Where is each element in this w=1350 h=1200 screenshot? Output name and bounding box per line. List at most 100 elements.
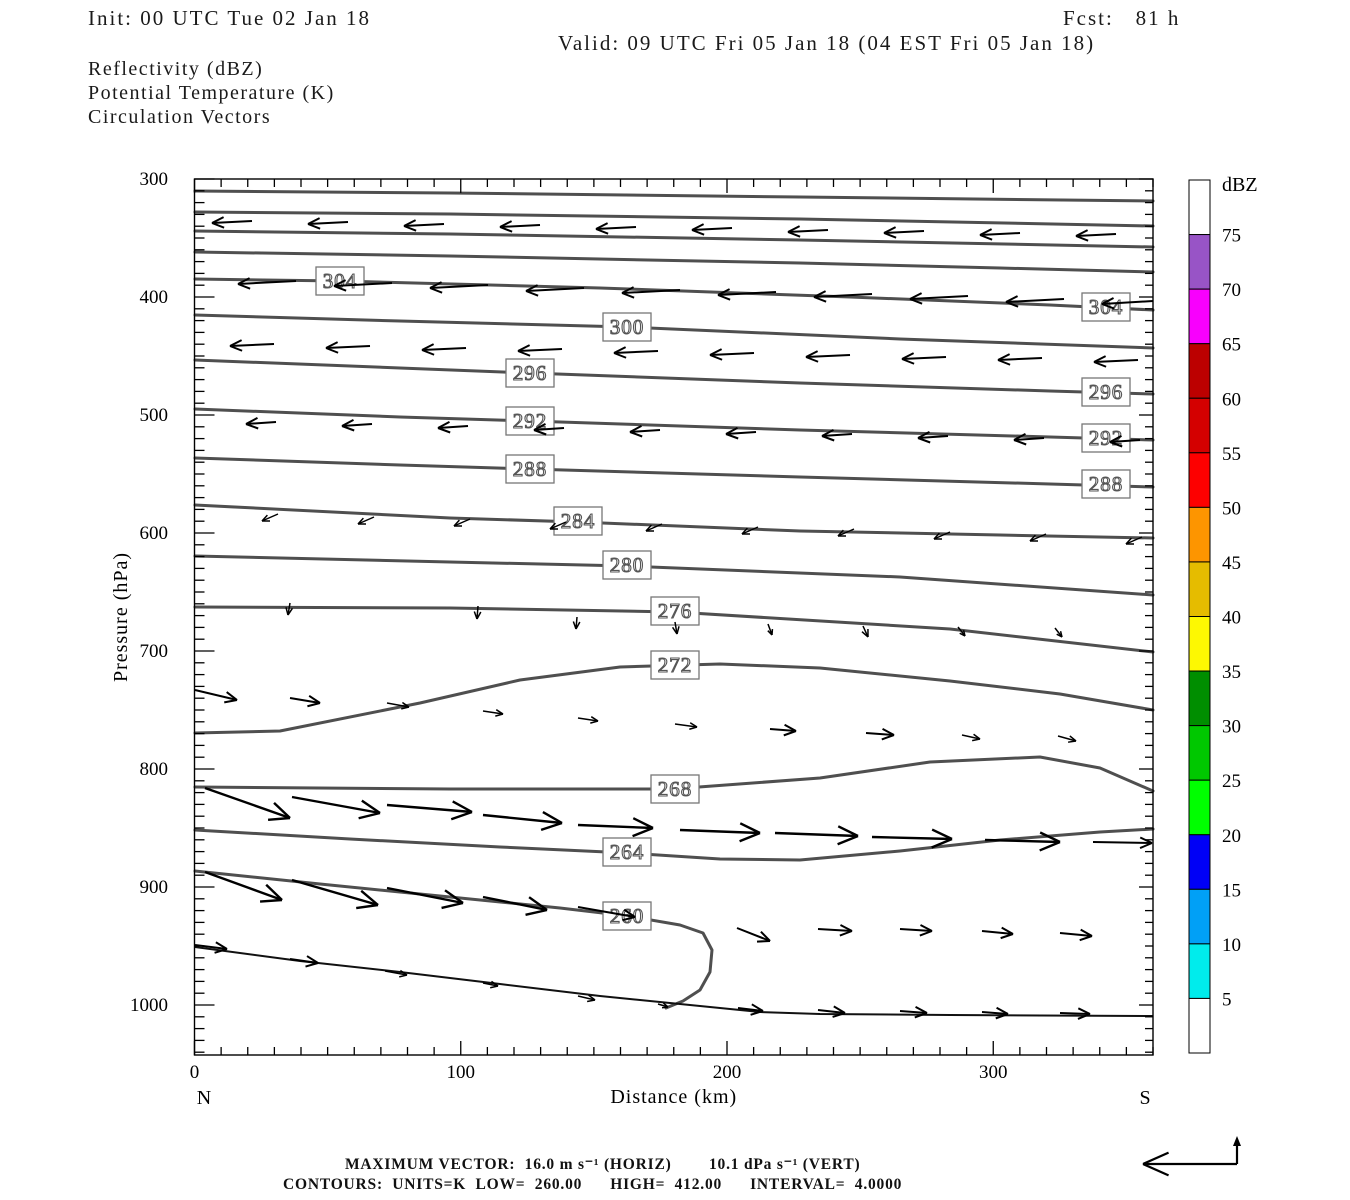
- contour-label-268: 268: [650, 774, 700, 804]
- field-circulation-vectors: Circulation Vectors: [88, 106, 272, 128]
- x-axis-south-label: S: [1139, 1087, 1150, 1109]
- wind-vector: [1054, 627, 1063, 638]
- wind-vector: [861, 625, 869, 638]
- wind-vector: [645, 523, 663, 532]
- wind-vector: [577, 716, 599, 724]
- wind-vector: [736, 927, 771, 943]
- wind-vector: [333, 279, 393, 292]
- wind-vector: [981, 926, 1014, 940]
- wind-vector: [482, 811, 563, 832]
- contour-label-text: 296: [513, 361, 548, 385]
- contour-label-text: 292: [1089, 426, 1124, 450]
- colorbar-segment-15: [1188, 997, 1211, 1054]
- colorbar-segment-3: [1188, 343, 1211, 399]
- wind-vector: [1013, 433, 1045, 446]
- x-tick-label: 300: [979, 1062, 1008, 1083]
- colorbar-label-55: 55: [1222, 444, 1241, 465]
- colorbar-label-50: 50: [1222, 498, 1241, 519]
- valid-time-label: Valid: 09 UTC Fri 05 Jan 18 (04 EST Fri …: [558, 31, 1096, 55]
- wind-vector: [289, 955, 319, 968]
- contour-label-box: [1081, 423, 1131, 453]
- wind-vector: [691, 223, 733, 236]
- wind-vector: [957, 626, 966, 637]
- contour-label-text: 300: [610, 315, 645, 339]
- wind-vector: [933, 531, 951, 540]
- contour-label-280: 280: [602, 550, 652, 580]
- x-axis-title: Distance (km): [610, 1086, 737, 1108]
- y-tick-label: 500: [140, 405, 169, 426]
- contour-label-304: 304: [315, 266, 365, 296]
- wind-vector: [769, 723, 797, 737]
- wind-vector: [883, 226, 925, 239]
- wind-vector: [865, 727, 895, 741]
- colorbar-label-65: 65: [1222, 335, 1241, 356]
- wind-vector: [899, 1005, 928, 1019]
- colorbar-segment-10: [1188, 725, 1211, 781]
- contour-label-box: [553, 506, 603, 536]
- colorbar-title: dBZ: [1222, 174, 1258, 196]
- colorbar-segment-4: [1188, 397, 1211, 454]
- wind-vector: [725, 427, 757, 440]
- wind-vector: [261, 513, 279, 522]
- wind-vector: [482, 895, 548, 916]
- wind-vector: [1092, 836, 1153, 850]
- contour-label-300: 300: [602, 312, 652, 342]
- wind-vector: [577, 994, 596, 1003]
- wind-vector: [517, 344, 563, 357]
- contour-label-text: 280: [610, 553, 645, 577]
- wind-vector: [813, 290, 873, 303]
- theta-contour-264: [193, 827, 1155, 862]
- contour-label-296: 296: [1081, 377, 1131, 407]
- contour-label-box: [650, 774, 700, 804]
- wind-vector: [482, 980, 499, 989]
- contour-label-272: 272: [650, 650, 700, 680]
- wind-vector: [525, 284, 585, 297]
- contour-label-box: [1081, 469, 1131, 499]
- y-tick-label: 300: [140, 169, 169, 190]
- wind-vector: [577, 817, 654, 838]
- wind-vector: [909, 292, 969, 305]
- wind-vector: [595, 222, 637, 235]
- contour-label-box: [1081, 292, 1131, 322]
- wind-vector: [204, 786, 291, 821]
- theta-contour-268: [193, 755, 1155, 793]
- colorbar-label-30: 30: [1222, 717, 1241, 738]
- y-tick-label: 400: [140, 287, 169, 308]
- colorbar-segment-11: [1188, 779, 1211, 836]
- wind-vector: [837, 528, 855, 537]
- contour-label-box: [602, 837, 652, 867]
- contour-label-text: 276: [658, 599, 693, 623]
- wind-vector: [291, 878, 379, 910]
- plotted-fields-list: Reflectivity (dBZ) Potential Temperature…: [88, 57, 335, 129]
- wind-vector: [291, 795, 381, 820]
- wind-vector: [549, 521, 567, 530]
- contour-label-text: 304: [323, 269, 358, 293]
- contour-label-text: 304: [1089, 295, 1124, 319]
- contour-label-288: 288: [1081, 469, 1131, 499]
- reference-vertical-vector: [1233, 1136, 1241, 1164]
- colorbar-segment-0: [1188, 179, 1211, 236]
- colorbar-label-20: 20: [1222, 826, 1241, 847]
- theta-contour-316: [193, 210, 1155, 228]
- colorbar-segment-12: [1188, 834, 1211, 890]
- wind-vector: [341, 419, 373, 432]
- wind-vector: [453, 518, 471, 527]
- contour-label-box: [505, 358, 555, 388]
- colorbar-label-75: 75: [1222, 226, 1241, 247]
- wind-vector: [421, 343, 467, 356]
- wind-vector: [657, 1002, 669, 1009]
- colorbar-label-40: 40: [1222, 608, 1241, 629]
- y-axis-title: Pressure (hPa): [110, 552, 132, 682]
- field-potential-temperature: Potential Temperature (K): [88, 82, 335, 104]
- contour-label-296: 296: [505, 358, 555, 388]
- init-time-label: Init: 00 UTC Tue 02 Jan 18: [88, 6, 372, 30]
- colorbar-label-10: 10: [1222, 935, 1241, 956]
- wind-vector: [307, 217, 349, 230]
- contour-label-292: 292: [505, 406, 555, 436]
- theta-contour-320: [193, 189, 1155, 203]
- contour-label-box: [315, 266, 365, 296]
- contour-label-text: 264: [610, 840, 645, 864]
- wind-vector: [386, 886, 464, 910]
